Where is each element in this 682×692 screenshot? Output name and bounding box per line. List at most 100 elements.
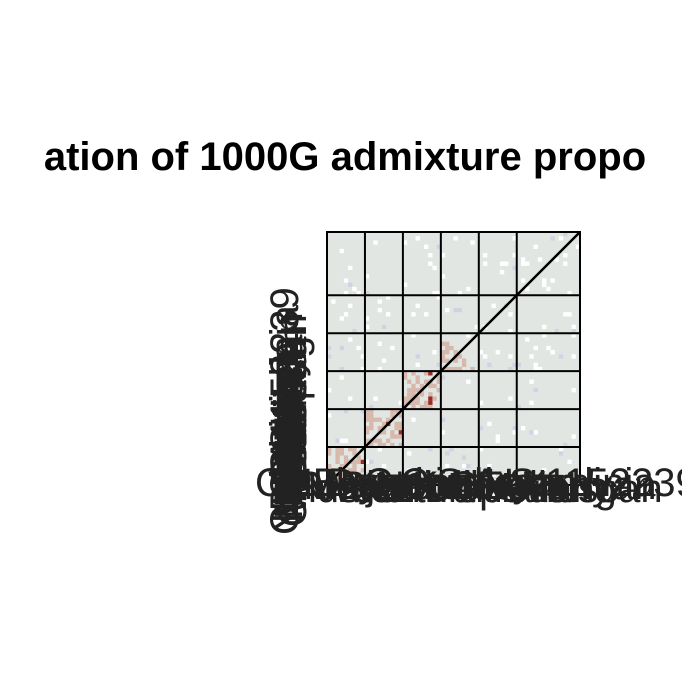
heatmap-cell [369, 409, 374, 414]
heatmap-cell [364, 438, 370, 443]
heatmap-cell [411, 388, 416, 393]
heatmap-cell [466, 379, 471, 384]
heatmap-cell [558, 354, 564, 359]
heatmap-cell [563, 232, 568, 237]
heatmap-cell [348, 476, 353, 481]
heatmap-cell [360, 409, 366, 414]
heatmap-cell [575, 476, 581, 481]
heatmap-cell [436, 295, 441, 300]
heatmap-cell [360, 468, 366, 473]
heatmap-cell [512, 425, 517, 431]
heatmap-cell [335, 476, 340, 481]
heatmap-cell [411, 371, 416, 376]
heatmap-cell [533, 362, 538, 368]
heatmap-cell [402, 400, 408, 405]
heatmap-cell [415, 379, 420, 384]
heatmap-cell [563, 261, 568, 266]
heatmap-cell [386, 438, 391, 443]
heatmap-cell [428, 400, 433, 405]
heatmap-cell [423, 371, 429, 376]
heatmap-cell [457, 307, 463, 313]
y-tick-label: Nordic [267, 380, 311, 496]
heatmap-cell [407, 451, 412, 456]
x-tick-label: Aryan [473, 461, 578, 505]
heatmap-cell [487, 362, 492, 368]
heatmap-cell [327, 388, 332, 393]
heatmap-cell [343, 459, 349, 465]
heatmap-cell [339, 463, 344, 469]
heatmap-cell [542, 278, 547, 283]
y-tick-label: Luhya [263, 413, 307, 523]
heatmap-cell [457, 291, 463, 296]
heatmap-cell [348, 265, 353, 271]
heatmap-cell [571, 388, 576, 393]
heatmap-cell [335, 459, 340, 465]
heatmap-cell [377, 425, 382, 431]
heatmap-cell [369, 442, 374, 448]
heatmap-cell [483, 354, 488, 359]
heatmap-cell [428, 261, 433, 266]
heatmap-cell [369, 404, 374, 410]
heatmap-cell [343, 472, 349, 477]
heatmap-cell [436, 379, 441, 384]
heatmap-cell [453, 350, 458, 355]
heatmap-cell [461, 358, 467, 363]
heatmap-cell [394, 434, 399, 439]
heatmap-cell [428, 371, 433, 376]
heatmap-cell [356, 459, 361, 465]
heatmap-cell [386, 417, 391, 422]
heatmap-cell [571, 434, 576, 439]
heatmap-cell [440, 274, 446, 279]
heatmap-cell [466, 463, 471, 469]
heatmap-cell [373, 240, 378, 245]
x-tick-label: CHB [255, 461, 339, 505]
heatmap-cell [558, 236, 564, 241]
heatmap-cell [419, 392, 425, 397]
heatmap-cell [423, 480, 429, 486]
y-tick-label: Guang [271, 336, 315, 456]
heatmap-cell [466, 333, 471, 338]
heatmap-cell [369, 417, 374, 422]
y-tick-label: Fon [271, 434, 315, 503]
heatmap-cell [563, 442, 568, 448]
plot-frame [326, 231, 581, 486]
heatmap-cell [343, 438, 349, 443]
heatmap-cell [402, 282, 408, 287]
heatmap-cell [423, 312, 429, 317]
heatmap-cell [327, 447, 332, 452]
heatmap-cell [343, 455, 349, 460]
heatmap-cell [432, 265, 437, 271]
heatmap-cell [415, 354, 420, 359]
heatmap-cell [457, 472, 463, 477]
heatmap-cell [533, 430, 538, 435]
heatmap-cell [348, 303, 353, 308]
heatmap-cell [445, 341, 450, 346]
heatmap-cell [339, 447, 344, 452]
y-tick-label: 1152239 [263, 287, 307, 440]
heatmap-cell [508, 354, 513, 359]
heatmap-cell [428, 383, 433, 389]
heatmap-cell [415, 400, 420, 405]
heatmap-cell [335, 438, 340, 443]
y-tick-label: Comics [263, 354, 307, 487]
heatmap-cell [449, 447, 454, 452]
heatmap-cell [440, 354, 446, 359]
heatmap-cell [352, 463, 357, 469]
heatmap-cell [563, 312, 568, 317]
y-tick-label: Sardinia [263, 304, 307, 452]
diagonal-line [326, 231, 581, 486]
y-tick-label: Finnish [271, 339, 315, 468]
heatmap-cell [470, 366, 475, 372]
heatmap-cell [411, 383, 416, 389]
y-tick-label: Cluster [271, 400, 315, 527]
heatmap-cell [512, 265, 517, 271]
heatmap-cell [356, 291, 361, 296]
heatmap-cell [478, 425, 484, 431]
heatmap-cell [520, 425, 526, 431]
heatmap-cell [381, 442, 387, 448]
heatmap-cell [394, 409, 399, 414]
heatmap-cell [445, 350, 450, 355]
x-tick-label: Fon [352, 467, 421, 511]
heatmap-cell [542, 324, 547, 330]
heatmap-cell [348, 468, 353, 473]
